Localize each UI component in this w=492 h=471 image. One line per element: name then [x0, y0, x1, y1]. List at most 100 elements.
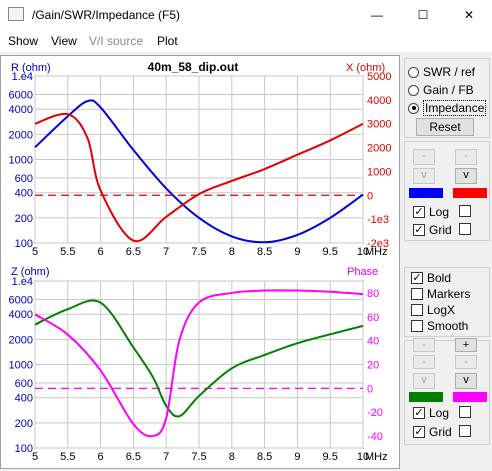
smooth-checkbox[interactable]: Smooth: [411, 319, 468, 333]
bottom-right-color-swatch[interactable]: [453, 392, 487, 402]
top-right-tick-label: 1000: [367, 166, 391, 178]
bottom-grid2-box: [459, 425, 471, 437]
top-left-tick-label: 2000: [9, 129, 33, 141]
radio-impedance-dot: [408, 102, 419, 114]
top-right-axis-label: X (ohm): [346, 62, 385, 74]
top-right-tick-label: -1e3: [367, 214, 389, 226]
bottom-log2-box: [459, 406, 471, 418]
top-right-color-swatch[interactable]: [453, 188, 487, 198]
top-grid-box: ✓: [413, 224, 425, 236]
markers-box: [411, 288, 423, 300]
smooth-label: Smooth: [427, 319, 469, 333]
side-panel: SWR / ref Gain / FB Impedance Reset - - …: [403, 55, 492, 469]
radio-swr-ref[interactable]: SWR / ref: [408, 65, 475, 79]
minimize-button[interactable]: —: [354, 0, 400, 30]
top-left-minus-button[interactable]: -: [413, 149, 435, 165]
bot-x-tick-label: 8: [229, 451, 235, 463]
bottom-grid-checkbox[interactable]: ✓ Grid: [413, 425, 452, 439]
top-x-tick-label: 7: [163, 246, 169, 258]
top-controls-group: [404, 141, 490, 241]
top-left-tick-label: 400: [15, 188, 33, 200]
plot-area: R (ohm) 40m_58_dip.out X (ohm) 1.e4 6000 4…: [0, 55, 400, 469]
bot-left-tick-label: 1000: [9, 360, 33, 372]
bot-left-tick-label: 2000: [9, 334, 33, 346]
bottom-log-checkbox[interactable]: ✓ Log: [413, 406, 449, 420]
bold-box: ✓: [411, 272, 423, 284]
top-left-color-swatch[interactable]: [409, 188, 443, 198]
bot-right-tick-label: -40: [367, 431, 383, 443]
bot-series-0-line: [34, 299, 364, 418]
bottom-left-minus-button[interactable]: -: [413, 338, 435, 352]
top-left-tick-label: 600: [15, 173, 33, 185]
radio-gain-label: Gain / FB: [423, 83, 474, 97]
bot-x-tick-label: 6: [98, 451, 104, 463]
bot-x-tick-label: 6.5: [126, 451, 141, 463]
radio-impedance[interactable]: Impedance: [408, 100, 487, 116]
radio-gain-fb[interactable]: Gain / FB: [408, 83, 474, 97]
bottom-right-plus-button[interactable]: +: [455, 338, 477, 352]
bottom-grid-box: ✓: [413, 426, 425, 438]
bottom-grid2-checkbox[interactable]: [459, 425, 475, 437]
bot-left-tick-label: 1.e4: [12, 276, 33, 288]
top-right-tick-label: 3000: [367, 119, 391, 131]
bottom-right-axis-label: Phase: [347, 266, 378, 278]
app-icon: [8, 7, 24, 21]
bot-x-tick-label: 5: [32, 451, 38, 463]
top-plot-title: 40m_58_dip.out: [148, 60, 239, 74]
bot-left-tick-label: 600: [15, 378, 33, 390]
bottom-controls-group: [404, 340, 490, 445]
menu-plot[interactable]: Plot: [157, 34, 178, 48]
top-x-tick-label: 5: [32, 246, 38, 258]
maximize-icon: ☐: [417, 8, 429, 22]
bot-left-tick-label: 100: [15, 443, 33, 455]
top-series-1-line: [34, 112, 364, 243]
bold-checkbox[interactable]: ✓ Bold: [411, 271, 451, 285]
top-x-tick-label: 8: [229, 246, 235, 258]
bot-right-tick-label: 40: [367, 336, 379, 348]
minimize-icon: —: [371, 8, 383, 22]
bottom-left-minus2-button[interactable]: -: [413, 355, 435, 369]
top-log-checkbox[interactable]: ✓ Log: [413, 205, 449, 219]
maximize-button[interactable]: ☐: [400, 0, 446, 30]
bot-series-1-line: [34, 289, 364, 438]
top-right-tick-label: 2000: [367, 143, 391, 155]
bottom-right-down-button[interactable]: v: [455, 373, 477, 389]
menu-vi-source[interactable]: V/I source: [89, 34, 144, 48]
radio-swr-dot: [408, 66, 419, 78]
top-x-unit: MHz: [365, 246, 388, 258]
top-right-minus-button[interactable]: -: [455, 149, 477, 165]
radio-swr-label: SWR / ref: [423, 65, 476, 79]
top-left-down-button[interactable]: v: [413, 168, 435, 184]
markers-label: Markers: [427, 287, 471, 301]
bottom-left-axis-label: Z (ohm): [11, 266, 50, 278]
bottom-log2-checkbox[interactable]: [459, 406, 475, 418]
markers-checkbox[interactable]: Markers: [411, 287, 470, 301]
top-right-down-button[interactable]: v: [455, 168, 477, 184]
top-right-tick-label: -2e3: [367, 238, 389, 250]
logx-checkbox[interactable]: LogX: [411, 303, 455, 317]
bottom-grid-label: Grid: [429, 425, 452, 439]
bot-x-tick-label: 9: [294, 451, 300, 463]
menu-show[interactable]: Show: [8, 34, 39, 48]
close-button[interactable]: ✕: [446, 0, 492, 30]
bot-x-tick-label: 10: [357, 451, 369, 463]
menu-view[interactable]: View: [51, 34, 77, 48]
bot-x-tick-label: 8.5: [257, 451, 272, 463]
top-x-tick-label: 9.5: [323, 246, 338, 258]
bot-left-tick-label: 6000: [9, 295, 33, 307]
options-group: [404, 267, 490, 337]
bottom-left-down-button[interactable]: v: [413, 373, 435, 389]
top-log2-checkbox[interactable]: [459, 205, 475, 217]
top-right-tick-label: 4000: [367, 95, 391, 107]
top-grid-label: Grid: [429, 223, 452, 237]
top-grid2-checkbox[interactable]: [459, 223, 475, 235]
reset-button[interactable]: Reset: [416, 118, 474, 136]
bottom-left-color-swatch[interactable]: [409, 392, 443, 402]
bot-right-tick-label: -20: [367, 407, 383, 419]
bottom-right-minus-button[interactable]: -: [455, 355, 477, 369]
logx-box: [411, 304, 423, 316]
top-left-axis-label: R (ohm): [11, 62, 51, 74]
top-left-tick-label: 4000: [9, 104, 33, 116]
top-grid-checkbox[interactable]: ✓ Grid: [413, 223, 452, 237]
bot-left-tick-label: 4000: [9, 309, 33, 321]
